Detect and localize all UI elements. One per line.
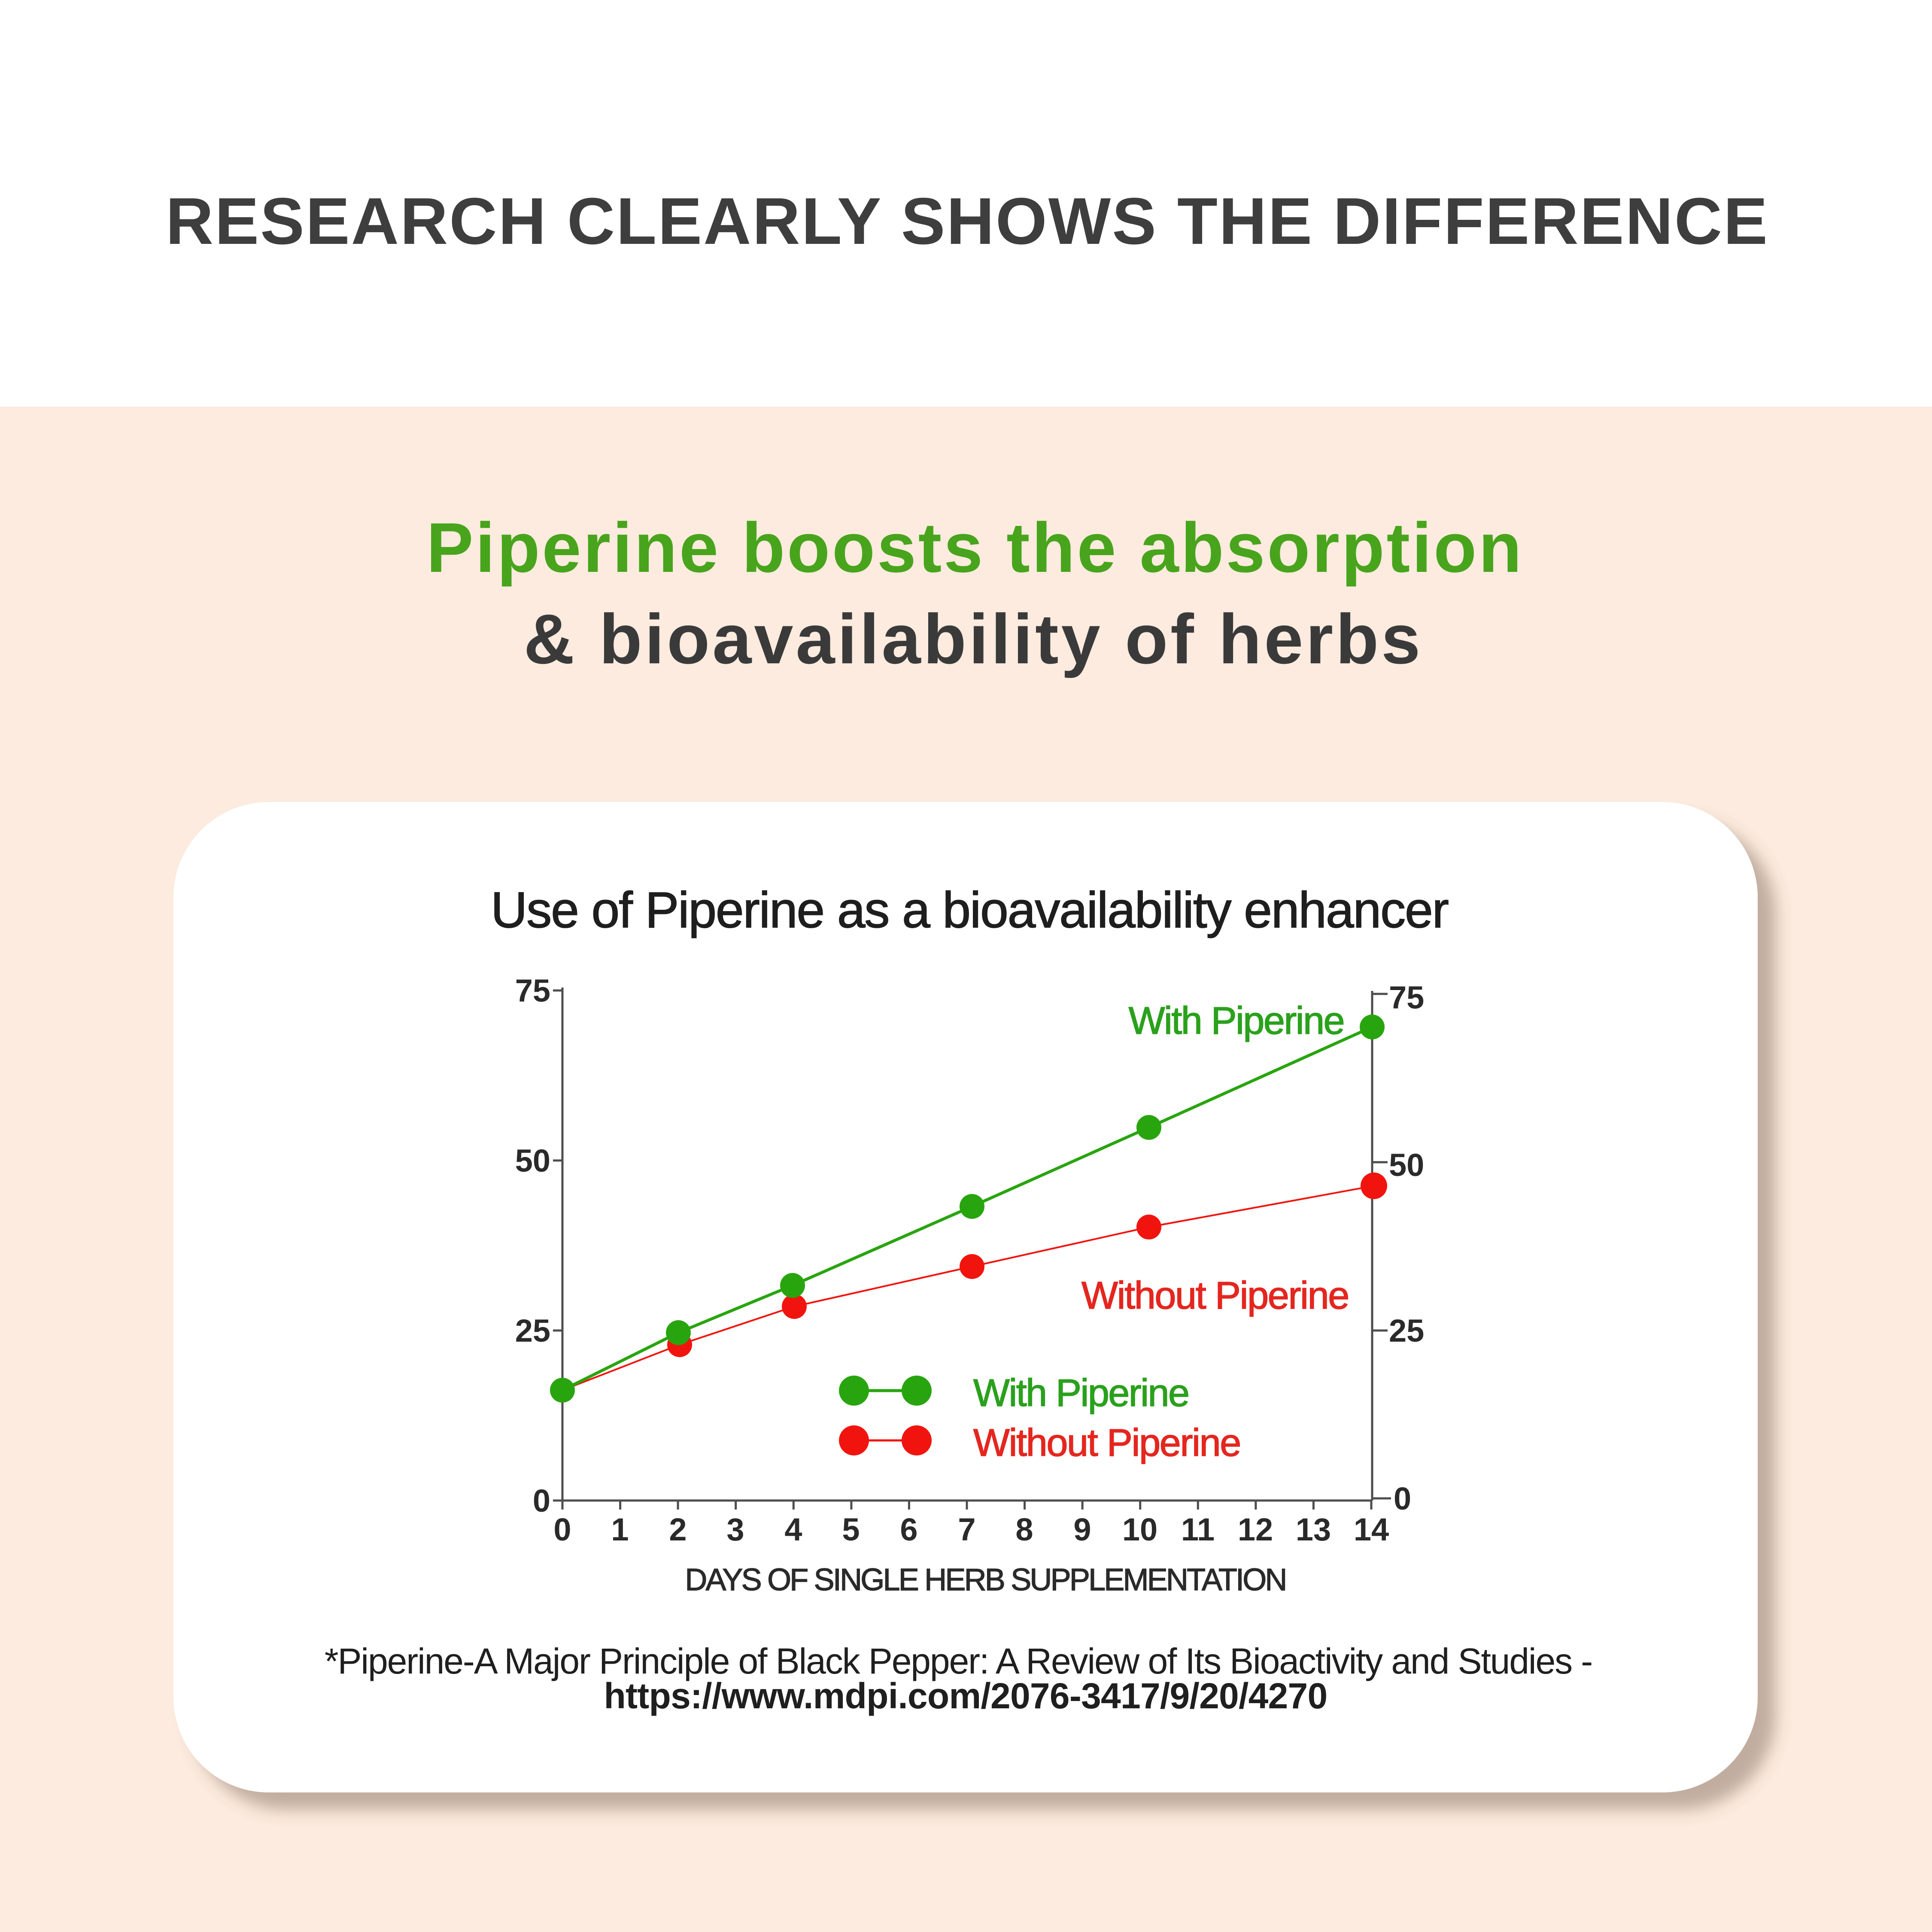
svg-text:75: 75 (1389, 980, 1424, 1015)
svg-text:Piperine boosts the absorption: Piperine boosts the absorption (426, 508, 1524, 587)
svg-text:RESEARCH CLEARLY SHOWS THE DIF: RESEARCH CLEARLY SHOWS THE DIFFERENCE (166, 184, 1769, 258)
svg-text:9: 9 (1073, 1512, 1091, 1547)
svg-text:0: 0 (533, 1483, 550, 1519)
svg-text:https://www.mdpi.com/2076-3417: https://www.mdpi.com/2076-3417/9/20/4270 (604, 1676, 1327, 1716)
svg-text:13: 13 (1296, 1512, 1331, 1547)
svg-text:With Piperine: With Piperine (1129, 999, 1344, 1042)
svg-text:Without Piperine: Without Piperine (973, 1422, 1240, 1464)
svg-text:6: 6 (900, 1512, 917, 1547)
svg-text:& bioavailability of herbs: & bioavailability of herbs (524, 600, 1423, 678)
svg-text:1: 1 (611, 1512, 629, 1547)
svg-text:DAYS OF SINGLE HERB SUPPLEMENT: DAYS OF SINGLE HERB SUPPLEMENTATION (685, 1563, 1285, 1597)
svg-text:0: 0 (553, 1512, 571, 1547)
svg-text:25: 25 (515, 1313, 550, 1349)
svg-text:10: 10 (1122, 1512, 1157, 1547)
svg-text:0: 0 (1394, 1481, 1411, 1516)
svg-text:With Piperine: With Piperine (973, 1372, 1188, 1415)
svg-text:3: 3 (726, 1512, 744, 1547)
svg-text:14: 14 (1354, 1512, 1389, 1547)
svg-text:*Piperine-A Major Principle of: *Piperine-A Major Principle of Black Pep… (325, 1641, 1592, 1681)
svg-text:5: 5 (842, 1512, 860, 1547)
svg-text:11: 11 (1181, 1512, 1215, 1547)
svg-text:4: 4 (784, 1512, 802, 1547)
svg-text:8: 8 (1015, 1512, 1033, 1547)
svg-text:75: 75 (515, 973, 550, 1009)
svg-text:12: 12 (1238, 1512, 1273, 1547)
svg-text:7: 7 (958, 1512, 975, 1547)
svg-text:2: 2 (669, 1512, 687, 1547)
svg-text:Without Piperine: Without Piperine (1081, 1274, 1349, 1317)
svg-text:Use of Piperine as a bioavaila: Use of Piperine as a bioavailability enh… (491, 882, 1449, 939)
svg-text:25: 25 (1389, 1313, 1424, 1349)
svg-text:50: 50 (515, 1143, 550, 1179)
svg-text:50: 50 (1389, 1147, 1424, 1183)
